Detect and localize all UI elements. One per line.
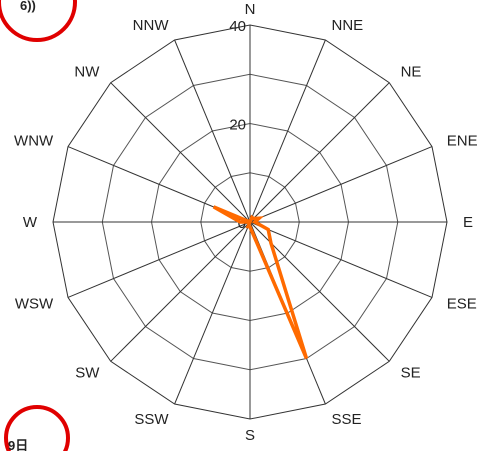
series-line-0	[212, 205, 309, 360]
badge-text-1: 9日	[8, 438, 28, 451]
spoke-ese	[249, 221, 433, 298]
direction-label-n: N	[245, 1, 256, 18]
badge-circle-1	[4, 405, 70, 451]
spoke-ene	[249, 146, 433, 223]
direction-label-ene: ENE	[447, 133, 478, 150]
spoke-nw	[110, 82, 251, 223]
direction-label-e: E	[463, 214, 473, 231]
direction-label-sw: SW	[75, 365, 100, 382]
direction-label-s: S	[245, 427, 255, 444]
spoke-ssw	[174, 221, 251, 405]
spoke-nne	[249, 39, 326, 223]
direction-label-nw: NW	[74, 63, 100, 80]
direction-label-wsw: WSW	[15, 296, 54, 313]
direction-label-se: SE	[401, 365, 421, 382]
radial-tick-40: 40	[229, 18, 246, 35]
badge-text-0: 6))	[20, 0, 36, 13]
direction-label-ne: NE	[401, 63, 422, 80]
direction-label-sse: SSE	[332, 411, 362, 428]
direction-label-ssw: SSW	[134, 411, 169, 428]
spoke-wsw	[67, 221, 251, 298]
direction-label-w: W	[23, 214, 38, 231]
series-layer	[212, 205, 309, 360]
direction-label-ese: ESE	[447, 296, 477, 313]
direction-label-wnw: WNW	[14, 133, 54, 150]
spoke-nnw	[174, 39, 251, 223]
badge-circle-0	[0, 0, 77, 42]
badge-layer: 6)) 9日	[0, 0, 77, 451]
spoke-sw	[110, 221, 251, 362]
direction-label-nnw: NNW	[133, 17, 170, 34]
radial-tick-20: 20	[229, 117, 246, 134]
spoke-ne	[249, 82, 390, 223]
direction-label-nne: NNE	[332, 17, 364, 34]
direction-labels: N NNE NE ENE E ESE SE SSE S SSW SW WSW W WNW NW NNW	[14, 1, 478, 444]
